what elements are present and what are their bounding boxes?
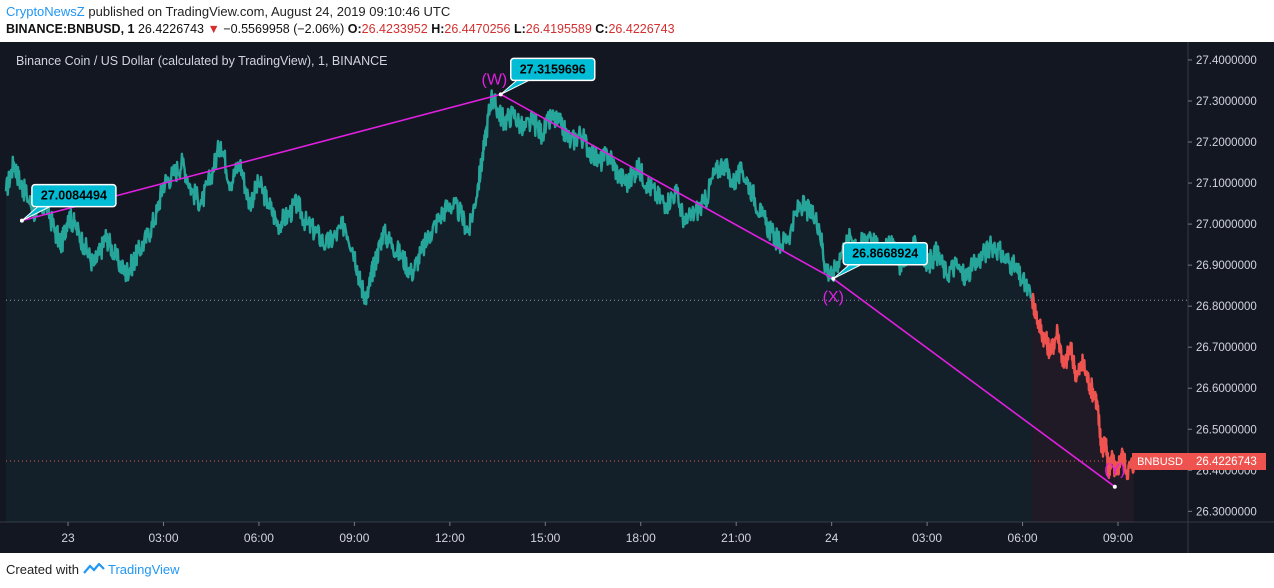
series-line-1 (1030, 292, 1136, 481)
close-value: 26.4226743 (608, 22, 675, 36)
y-tick-label-2: 27.2000000 (1196, 137, 1257, 149)
low-label: L: (513, 22, 526, 36)
chart-background (0, 42, 1274, 553)
y-tick-label-4: 27.0000000 (1196, 219, 1257, 231)
wave-point-3 (1112, 484, 1117, 489)
last-price: 26.4226743 (137, 22, 205, 36)
high-label: H: (431, 22, 445, 36)
price-callout-0: 27.0084494 (21, 183, 117, 222)
y-tick-label-1: 27.3000000 (1196, 96, 1257, 108)
y-tick-label-3: 27.1000000 (1196, 178, 1257, 190)
y-tick-label-6: 26.8000000 (1196, 301, 1257, 313)
price-tag-symbol: BNBUSD (1137, 456, 1183, 468)
publish-line: CryptoNewsZ published on TradingView.com… (6, 4, 450, 19)
x-tick-label-3: 09:00 (339, 531, 369, 545)
price-tag-value: 26.4226743 (1196, 456, 1257, 468)
wave-label-2: (Y) (1104, 461, 1125, 478)
tradingview-logo-icon (82, 562, 105, 577)
wave-label-0: (W) (482, 72, 508, 89)
x-tick-label-10: 06:00 (1008, 531, 1038, 545)
callout-text-2: 26.8668924 (852, 247, 918, 261)
callout-box-2 (842, 241, 928, 266)
y-tick-label-8: 26.6000000 (1196, 383, 1257, 395)
price-tag-value-box (1188, 452, 1266, 470)
symbol-label: BINANCE:BNBUSD, 1 (6, 22, 135, 36)
open-value: 26.4233952 (361, 22, 428, 36)
author-link[interactable]: CryptoNewsZ (6, 4, 85, 19)
series-area-1 (1032, 294, 1134, 522)
price-chart[interactable]: Binance Coin / US Dollar (calculated by … (0, 42, 1274, 553)
x-tick-label-6: 18:00 (626, 531, 656, 545)
callout-text-0: 27.0084494 (41, 189, 107, 203)
y-tick-label-11: 26.3000000 (1196, 506, 1257, 518)
callout-box-1 (510, 57, 596, 82)
y-tick-label-0: 27.4000000 (1196, 55, 1257, 67)
high-value: 26.4470256 (444, 22, 511, 36)
x-tick-label-5: 15:00 (530, 531, 560, 545)
series-area-0 (6, 90, 1033, 522)
x-tick-label-7: 21:00 (721, 531, 751, 545)
x-tick-label-2: 06:00 (244, 531, 274, 545)
down-arrow-icon: ▼ (207, 22, 220, 36)
x-tick-label-9: 03:00 (912, 531, 942, 545)
callout-text-1: 27.3159696 (520, 62, 586, 76)
callout-box-0 (31, 183, 117, 208)
series-line-0 (4, 89, 1034, 306)
x-tick-label-11: 09:00 (1103, 531, 1133, 545)
x-tick-label-4: 12:00 (435, 531, 465, 545)
price-change: −0.5569958 (−2.06%) (223, 22, 345, 36)
chart-header: CryptoNewsZ published on TradingView.com… (0, 0, 1274, 42)
created-with-text: Created with (6, 562, 79, 577)
low-value: 26.4195589 (525, 22, 592, 36)
open-label: O: (347, 22, 362, 36)
chart-title: Binance Coin / US Dollar (calculated by … (16, 54, 387, 68)
price-callout-1: 27.3159696 (500, 57, 596, 95)
price-tag-symbol-box (1132, 452, 1188, 470)
price-callout-2: 26.8668924 (832, 241, 928, 280)
x-tick-label-0: 23 (61, 531, 75, 545)
y-tick-label-9: 26.5000000 (1196, 424, 1257, 436)
published-text: published on TradingView.com, August 24,… (88, 4, 451, 19)
wave-label-1: (X) (823, 289, 844, 306)
close-label: C: (595, 22, 609, 36)
tradingview-brand[interactable]: TradingView (108, 562, 180, 577)
x-tick-label-1: 03:00 (148, 531, 178, 545)
wave-trend-line (21, 93, 1116, 488)
ohlc-line: BINANCE:BNBUSD, 1 26.4226743 ▼ −0.556995… (6, 22, 675, 36)
y-tick-label-7: 26.7000000 (1196, 342, 1257, 354)
y-tick-label-5: 26.9000000 (1196, 260, 1257, 272)
x-tick-label-8: 24 (825, 531, 839, 545)
footer: Created with TradingView (6, 562, 180, 577)
current-price-tag: BNBUSD 26.4226743 (1132, 452, 1266, 470)
